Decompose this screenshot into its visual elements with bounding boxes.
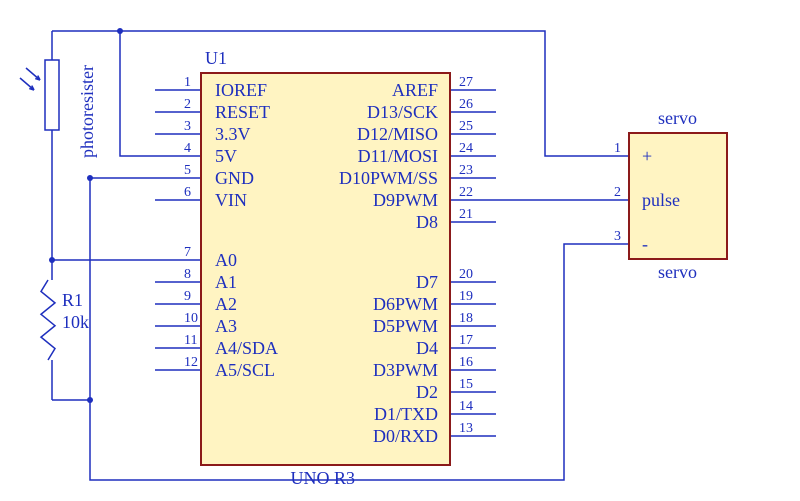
- svg-text:RESET: RESET: [215, 102, 270, 122]
- svg-text:27: 27: [459, 75, 473, 90]
- svg-text:D4: D4: [416, 338, 438, 358]
- svg-text:18: 18: [459, 311, 473, 326]
- svg-text:13: 13: [459, 421, 473, 436]
- svg-text:+: +: [642, 146, 652, 166]
- svg-text:D8: D8: [416, 212, 438, 232]
- svg-text:11: 11: [184, 333, 197, 348]
- svg-text:21: 21: [459, 207, 473, 222]
- svg-text:3: 3: [184, 119, 191, 134]
- svg-text:14: 14: [459, 399, 473, 414]
- svg-text:AREF: AREF: [392, 80, 438, 100]
- svg-text:8: 8: [184, 267, 191, 282]
- svg-text:7: 7: [184, 245, 191, 260]
- svg-text:D0/RXD: D0/RXD: [373, 426, 438, 446]
- svg-text:17: 17: [459, 333, 473, 348]
- svg-text:5V: 5V: [215, 146, 237, 166]
- svg-text:5: 5: [184, 163, 191, 178]
- svg-text:4: 4: [184, 141, 191, 156]
- svg-text:A3: A3: [215, 316, 237, 336]
- svg-text:25: 25: [459, 119, 473, 134]
- svg-text:6: 6: [184, 185, 191, 200]
- svg-text:20: 20: [459, 267, 473, 282]
- svg-text:D1/TXD: D1/TXD: [374, 404, 438, 424]
- svg-text:D12/MISO: D12/MISO: [357, 124, 438, 144]
- svg-text:1: 1: [614, 141, 621, 156]
- svg-text:A0: A0: [215, 250, 237, 270]
- svg-text:pulse: pulse: [642, 190, 680, 210]
- svg-text:19: 19: [459, 289, 473, 304]
- svg-text:GND: GND: [215, 168, 254, 188]
- svg-text:D9PWM: D9PWM: [373, 190, 438, 210]
- schematic-svg: 1 IOREF 2 RESET 3 3.3V 4 5V 5 GND 6 VIN 7 A0 8 A1 9 A2 10 A…: [0, 0, 800, 501]
- svg-text:-: -: [642, 234, 648, 254]
- svg-text:D3PWM: D3PWM: [373, 360, 438, 380]
- svg-text:A1: A1: [215, 272, 237, 292]
- svg-text:2: 2: [184, 97, 191, 112]
- svg-text:D13/SCK: D13/SCK: [367, 102, 438, 122]
- svg-text:2: 2: [614, 185, 621, 200]
- svg-text:D10PWM/SS: D10PWM/SS: [339, 168, 438, 188]
- svg-text:10: 10: [184, 311, 198, 326]
- svg-text:3.3V: 3.3V: [215, 124, 251, 144]
- svg-text:16: 16: [459, 355, 473, 370]
- svg-text:15: 15: [459, 377, 473, 392]
- svg-text:26: 26: [459, 97, 473, 112]
- svg-text:D2: D2: [416, 382, 438, 402]
- svg-text:D6PWM: D6PWM: [373, 294, 438, 314]
- svg-text:22: 22: [459, 185, 473, 200]
- svg-text:A5/SCL: A5/SCL: [215, 360, 275, 380]
- svg-text:3: 3: [614, 229, 621, 244]
- svg-text:D7: D7: [416, 272, 438, 292]
- svg-text:1: 1: [184, 75, 191, 90]
- svg-text:23: 23: [459, 163, 473, 178]
- svg-text:12: 12: [184, 355, 198, 370]
- svg-text:VIN: VIN: [215, 190, 247, 210]
- svg-text:A2: A2: [215, 294, 237, 314]
- svg-text:D11/MOSI: D11/MOSI: [358, 146, 438, 166]
- svg-text:A4/SDA: A4/SDA: [215, 338, 278, 358]
- svg-text:D5PWM: D5PWM: [373, 316, 438, 336]
- svg-text:9: 9: [184, 289, 191, 304]
- svg-text:24: 24: [459, 141, 473, 156]
- svg-text:IOREF: IOREF: [215, 80, 267, 100]
